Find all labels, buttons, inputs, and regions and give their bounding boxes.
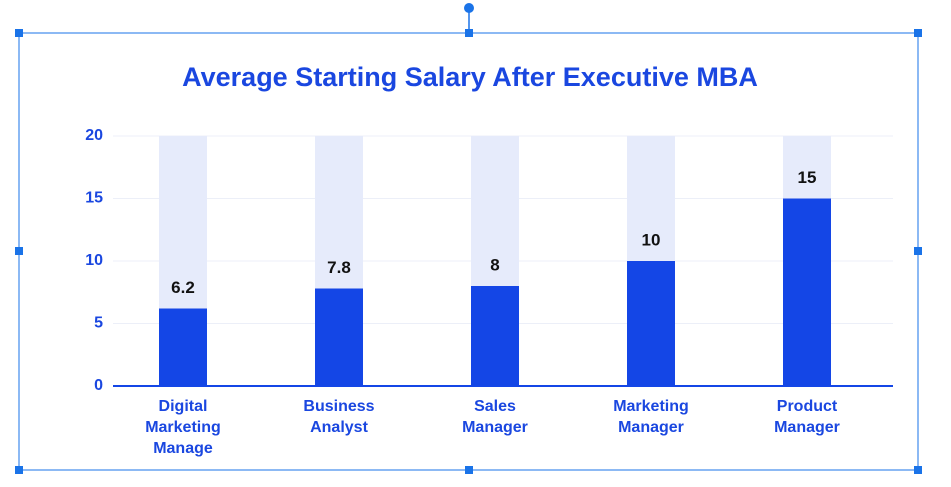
resize-handle[interactable] xyxy=(15,29,23,37)
resize-handle[interactable] xyxy=(914,247,922,255)
chart-title: Average Starting Salary After Executive … xyxy=(182,62,758,92)
y-tick-label: 0 xyxy=(94,377,103,394)
y-tick-label: 5 xyxy=(94,315,103,332)
resize-handle[interactable] xyxy=(914,466,922,474)
bar xyxy=(471,286,519,386)
x-tick-label: Digital Marketing Manage xyxy=(145,398,221,457)
bar xyxy=(627,261,675,386)
data-label: 7.8 xyxy=(327,258,351,277)
x-tick-label: Marketing Manager xyxy=(613,398,689,436)
resize-handle[interactable] xyxy=(465,466,473,474)
data-label: 15 xyxy=(798,168,817,187)
x-tick-label: Sales Manager xyxy=(462,398,528,436)
resize-handle[interactable] xyxy=(15,466,23,474)
y-tick-label: 15 xyxy=(85,190,103,207)
y-tick-label: 20 xyxy=(85,127,103,144)
x-tick-label: Product Manager xyxy=(774,398,840,436)
data-label: 8 xyxy=(490,255,499,274)
y-tick-label: 10 xyxy=(85,252,103,269)
bar xyxy=(783,198,831,386)
bar xyxy=(315,288,363,386)
data-label: 10 xyxy=(642,230,661,249)
resize-handle[interactable] xyxy=(465,29,473,37)
resize-handle[interactable] xyxy=(914,29,922,37)
bar xyxy=(159,308,207,386)
rotate-handle[interactable] xyxy=(464,3,474,13)
resize-handle[interactable] xyxy=(15,247,23,255)
x-tick-label: Business Analyst xyxy=(303,398,375,436)
data-label: 6.2 xyxy=(171,278,195,297)
